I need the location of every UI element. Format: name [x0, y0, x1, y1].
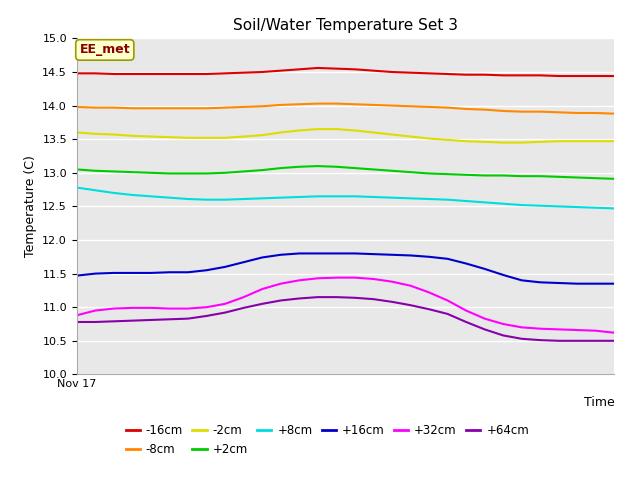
Y-axis label: Temperature (C): Temperature (C): [24, 156, 36, 257]
Text: Time: Time: [584, 396, 614, 409]
Text: EE_met: EE_met: [79, 44, 130, 57]
Legend: -16cm, -8cm, -2cm, +2cm, +8cm, +16cm, +32cm, +64cm: -16cm, -8cm, -2cm, +2cm, +8cm, +16cm, +3…: [125, 424, 529, 456]
Title: Soil/Water Temperature Set 3: Soil/Water Temperature Set 3: [233, 18, 458, 33]
